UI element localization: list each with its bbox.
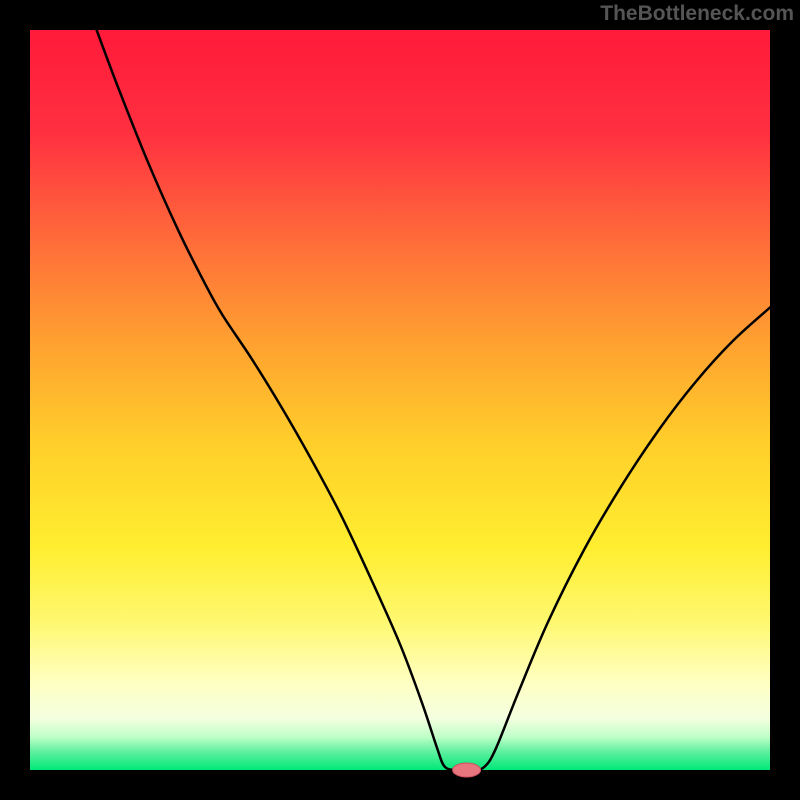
chart-container: TheBottleneck.com bbox=[0, 0, 800, 800]
optimal-marker bbox=[453, 763, 481, 777]
watermark-label: TheBottleneck.com bbox=[600, 2, 794, 26]
bottleneck-chart bbox=[0, 0, 800, 800]
chart-plot-area bbox=[30, 30, 770, 770]
